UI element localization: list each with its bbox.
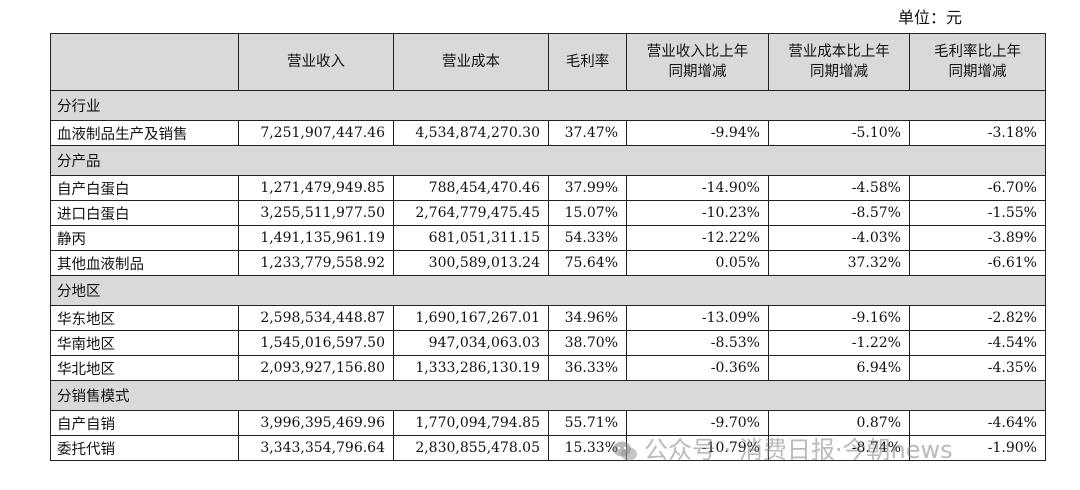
cell-rev-chg: -13.09% [626,305,769,331]
cell-rev-chg: -14.90% [626,175,769,201]
cell-revenue: 1,233,779,558.92 [238,250,394,276]
cell-rev-chg: -12.22% [626,225,769,251]
cell-margin-chg: -1.55% [909,200,1046,226]
section-title: 分地区 [50,275,1046,306]
table-row: 自产自销 3,996,395,469.96 1,770,094,794.85 55.7… [50,410,1046,436]
table-body: 分行业 血液制品生产及销售 7,251,907,447.46 4,534,874,27… [50,90,1046,461]
cell-rev-chg: -9.70% [626,410,769,436]
table-row: 静丙 1,491,135,961.19 681,051,311.15 54.33% -1… [50,225,1046,251]
cell-cost: 2,830,855,478.05 [393,435,549,461]
row-label: 进口白蛋白 [50,200,239,226]
section-title: 分销售模式 [50,380,1046,411]
cell-rev-chg: -8.53% [626,330,769,356]
cell-cost-chg: -4.03% [768,225,910,251]
cell-margin: 36.33% [548,355,627,381]
section-row: 分产品 [50,145,1046,176]
cell-revenue: 3,343,354,796.64 [238,435,394,461]
table-row: 进口白蛋白 3,255,511,977.50 2,764,779,475.45 15.… [50,200,1046,226]
cell-margin: 37.47% [548,120,627,146]
unit-label: 单位：元 [898,8,963,27]
row-label: 其他血液制品 [50,250,239,276]
cell-margin-chg: -3.89% [909,225,1046,251]
cell-cost: 1,770,094,794.85 [393,410,549,436]
table-row: 自产白蛋白 1,271,479,949.85 788,454,470.46 37.99… [50,175,1046,201]
cell-cost: 2,764,779,475.45 [393,200,549,226]
cell-rev-chg: -0.36% [626,355,769,381]
cell-margin: 38.70% [548,330,627,356]
section-row: 分销售模式 [50,380,1046,411]
section-title: 分行业 [50,90,1046,121]
cell-margin-chg: -6.61% [909,250,1046,276]
cell-revenue: 1,271,479,949.85 [238,175,394,201]
row-label: 华东地区 [50,305,239,331]
table-row: 华南地区 1,545,016,597.50 947,034,063.03 38.70%… [50,330,1046,356]
cell-margin-chg: -6.70% [909,175,1046,201]
cell-margin-chg: -4.54% [909,330,1046,356]
cell-margin: 54.33% [548,225,627,251]
cell-revenue: 7,251,907,447.46 [238,120,394,146]
section-title: 分产品 [50,145,1046,176]
cell-cost-chg: -8.74% [768,435,910,461]
cell-margin-chg: -3.18% [909,120,1046,146]
cell-cost: 947,034,063.03 [393,330,549,356]
header-margin: 毛利率 [548,33,627,91]
cell-margin: 15.33% [548,435,627,461]
section-row: 分行业 [50,90,1046,121]
header-cost: 营业成本 [393,33,549,91]
cell-margin: 15.07% [548,200,627,226]
row-label: 自产白蛋白 [50,175,239,201]
row-label: 委托代销 [50,435,239,461]
cell-margin: 34.96% [548,305,627,331]
cell-cost: 1,690,167,267.01 [393,305,549,331]
cell-margin: 55.71% [548,410,627,436]
table-header-row: 营业收入 营业成本 毛利率 营业收入比上年 同期增减 营业成本比上年 同期增减 毛利率比上… [50,33,1046,91]
cell-cost-chg: 37.32% [768,250,910,276]
table-row: 委托代销 3,343,354,796.64 2,830,855,478.05 15.3… [50,435,1046,461]
cell-cost-chg: 6.94% [768,355,910,381]
cell-revenue: 1,491,135,961.19 [238,225,394,251]
row-label: 华南地区 [50,330,239,356]
cell-margin-chg: -1.90% [909,435,1046,461]
cell-rev-chg: -10.79% [626,435,769,461]
header-revenue: 营业收入 [238,33,394,91]
cell-rev-chg: 0.05% [626,250,769,276]
cell-margin: 75.64% [548,250,627,276]
cell-cost: 300,589,013.24 [393,250,549,276]
cell-revenue: 3,255,511,977.50 [238,200,394,226]
cell-revenue: 3,996,395,469.96 [238,410,394,436]
cell-rev-chg: -9.94% [626,120,769,146]
cell-cost: 1,333,286,130.19 [393,355,549,381]
table-row: 其他血液制品 1,233,779,558.92 300,589,013.24 75.6… [50,250,1046,276]
cell-cost: 681,051,311.15 [393,225,549,251]
cell-cost-chg: -1.22% [768,330,910,356]
table-row: 血液制品生产及销售 7,251,907,447.46 4,534,874,270.3… [50,120,1046,146]
row-label: 血液制品生产及销售 [50,120,239,146]
table-row: 华东地区 2,598,534,448.87 1,690,167,267.01 34.9… [50,305,1046,331]
cell-margin: 37.99% [548,175,627,201]
cell-cost-chg: -8.57% [768,200,910,226]
cell-margin-chg: -2.82% [909,305,1046,331]
header-margin-change: 毛利率比上年 同期增减 [909,33,1046,91]
cell-cost: 4,534,874,270.30 [393,120,549,146]
cell-cost-chg: 0.87% [768,410,910,436]
table-row: 华北地区 2,093,927,156.80 1,333,286,130.19 36.3… [50,355,1046,381]
cell-cost-chg: -5.10% [768,120,910,146]
header-blank [50,33,239,91]
header-cost-change: 营业成本比上年 同期增减 [768,33,910,91]
row-label: 静丙 [50,225,239,251]
cell-revenue: 1,545,016,597.50 [238,330,394,356]
section-row: 分地区 [50,275,1046,306]
cell-margin-chg: -4.64% [909,410,1046,436]
row-label: 自产自销 [50,410,239,436]
header-revenue-change: 营业收入比上年 同期增减 [626,33,769,91]
financial-table: 营业收入 营业成本 毛利率 营业收入比上年 同期增减 营业成本比上年 同期增减 毛利率比上… [50,33,1046,461]
cell-cost-chg: -9.16% [768,305,910,331]
cell-rev-chg: -10.23% [626,200,769,226]
row-label: 华北地区 [50,355,239,381]
cell-cost-chg: -4.58% [768,175,910,201]
cell-cost: 788,454,470.46 [393,175,549,201]
cell-revenue: 2,093,927,156.80 [238,355,394,381]
cell-revenue: 2,598,534,448.87 [238,305,394,331]
cell-margin-chg: -4.35% [909,355,1046,381]
